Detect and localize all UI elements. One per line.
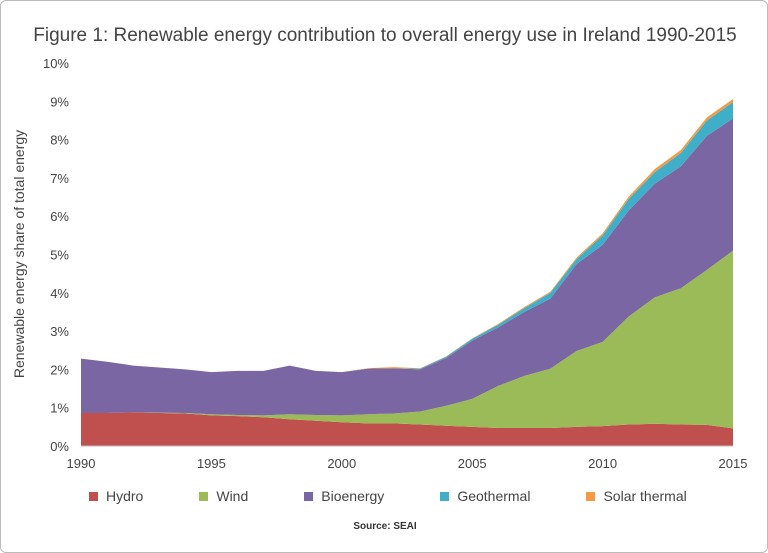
legend-item: Solar thermal xyxy=(586,488,687,504)
legend-item: Geothermal xyxy=(440,488,530,504)
area-bioenergy xyxy=(81,118,733,416)
legend-label: Hydro xyxy=(106,488,144,504)
y-tick-label: 8% xyxy=(50,133,69,148)
legend-swatch xyxy=(89,491,98,501)
y-tick-label: 0% xyxy=(50,439,69,454)
legend-swatch xyxy=(304,491,314,501)
y-tick-label: 9% xyxy=(50,94,69,109)
legend-swatch xyxy=(199,491,209,501)
legend-label: Geothermal xyxy=(457,488,531,504)
legend-label: Solar thermal xyxy=(603,488,687,504)
y-tick-label: 10% xyxy=(43,56,69,71)
x-tick-label: 2010 xyxy=(588,456,617,471)
y-tick-label: 6% xyxy=(50,209,69,224)
y-tick-label: 1% xyxy=(50,401,69,416)
x-tick-label: 2005 xyxy=(458,456,487,471)
y-tick-label: 3% xyxy=(50,324,69,339)
legend-label: Bioenergy xyxy=(321,488,385,504)
y-tick-label: 7% xyxy=(50,171,69,186)
legend-item: Hydro xyxy=(89,488,143,504)
legend-swatch xyxy=(440,491,450,501)
x-tick-label: 1995 xyxy=(197,456,226,471)
legend: Hydro Wind Bioenergy Geothermal Solar therma… xyxy=(89,488,743,504)
y-tick-label: 5% xyxy=(50,248,69,263)
y-tick-label: 2% xyxy=(50,362,69,377)
chart-title: Figure 1: Renewable energy contribution … xyxy=(33,25,737,46)
area-hydro xyxy=(81,412,733,446)
x-tick-label: 2000 xyxy=(327,456,356,471)
legend-item: Wind xyxy=(199,488,248,504)
legend-label: Wind xyxy=(216,488,249,504)
x-tick-label: 2015 xyxy=(719,456,748,471)
legend-swatch xyxy=(586,491,596,501)
source-note: Source: SEAI xyxy=(353,521,417,532)
x-tick-label: 1990 xyxy=(67,456,96,471)
y-tick-label: 4% xyxy=(50,286,69,301)
area-geothermal xyxy=(81,102,733,373)
area-wind xyxy=(81,250,733,429)
legend-item: Bioenergy xyxy=(304,488,384,504)
